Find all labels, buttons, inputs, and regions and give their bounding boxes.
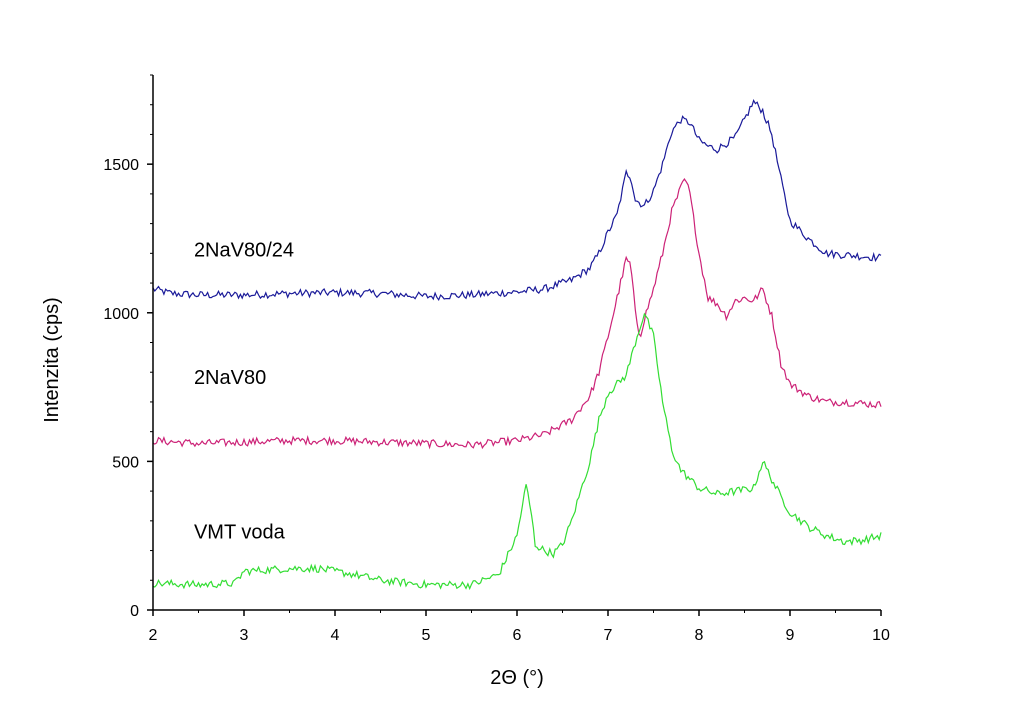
axes: 2 3 4 5 6 7 8 9 10 0 500 1000 1500 — [103, 74, 890, 644]
x-tick-label: 2 — [149, 627, 158, 644]
x-tick-label: 6 — [513, 627, 522, 644]
x-tick-label: 8 — [695, 627, 704, 644]
y-tick-label: 0 — [130, 603, 139, 620]
plot-lines — [152, 99, 882, 591]
series-line-1 — [152, 177, 882, 450]
y-tick-label: 1500 — [103, 157, 139, 174]
series-label-0: 2NaV80/24 — [194, 239, 294, 261]
x-tick-label: 7 — [604, 627, 613, 644]
y-axis-title: Intenzita (cps) — [41, 297, 63, 423]
series-label-1: 2NaV80 — [194, 367, 266, 389]
labels: 2Θ (°) Intenzita (cps) 2NaV80/24 2NaV80 VM… — [41, 239, 544, 689]
series-line-0 — [152, 99, 882, 302]
y-tick-label: 500 — [112, 454, 139, 471]
series-label-2: VMT voda — [194, 522, 286, 544]
x-tick-label: 5 — [422, 627, 431, 644]
series-line-2 — [152, 312, 882, 591]
x-tick-label: 10 — [872, 627, 890, 644]
x-tick-label: 9 — [786, 627, 795, 644]
y-tick-label: 1000 — [103, 306, 139, 323]
x-axis-title: 2Θ (°) — [490, 667, 544, 689]
x-tick-label: 3 — [240, 627, 249, 644]
x-tick-label: 4 — [331, 627, 340, 644]
